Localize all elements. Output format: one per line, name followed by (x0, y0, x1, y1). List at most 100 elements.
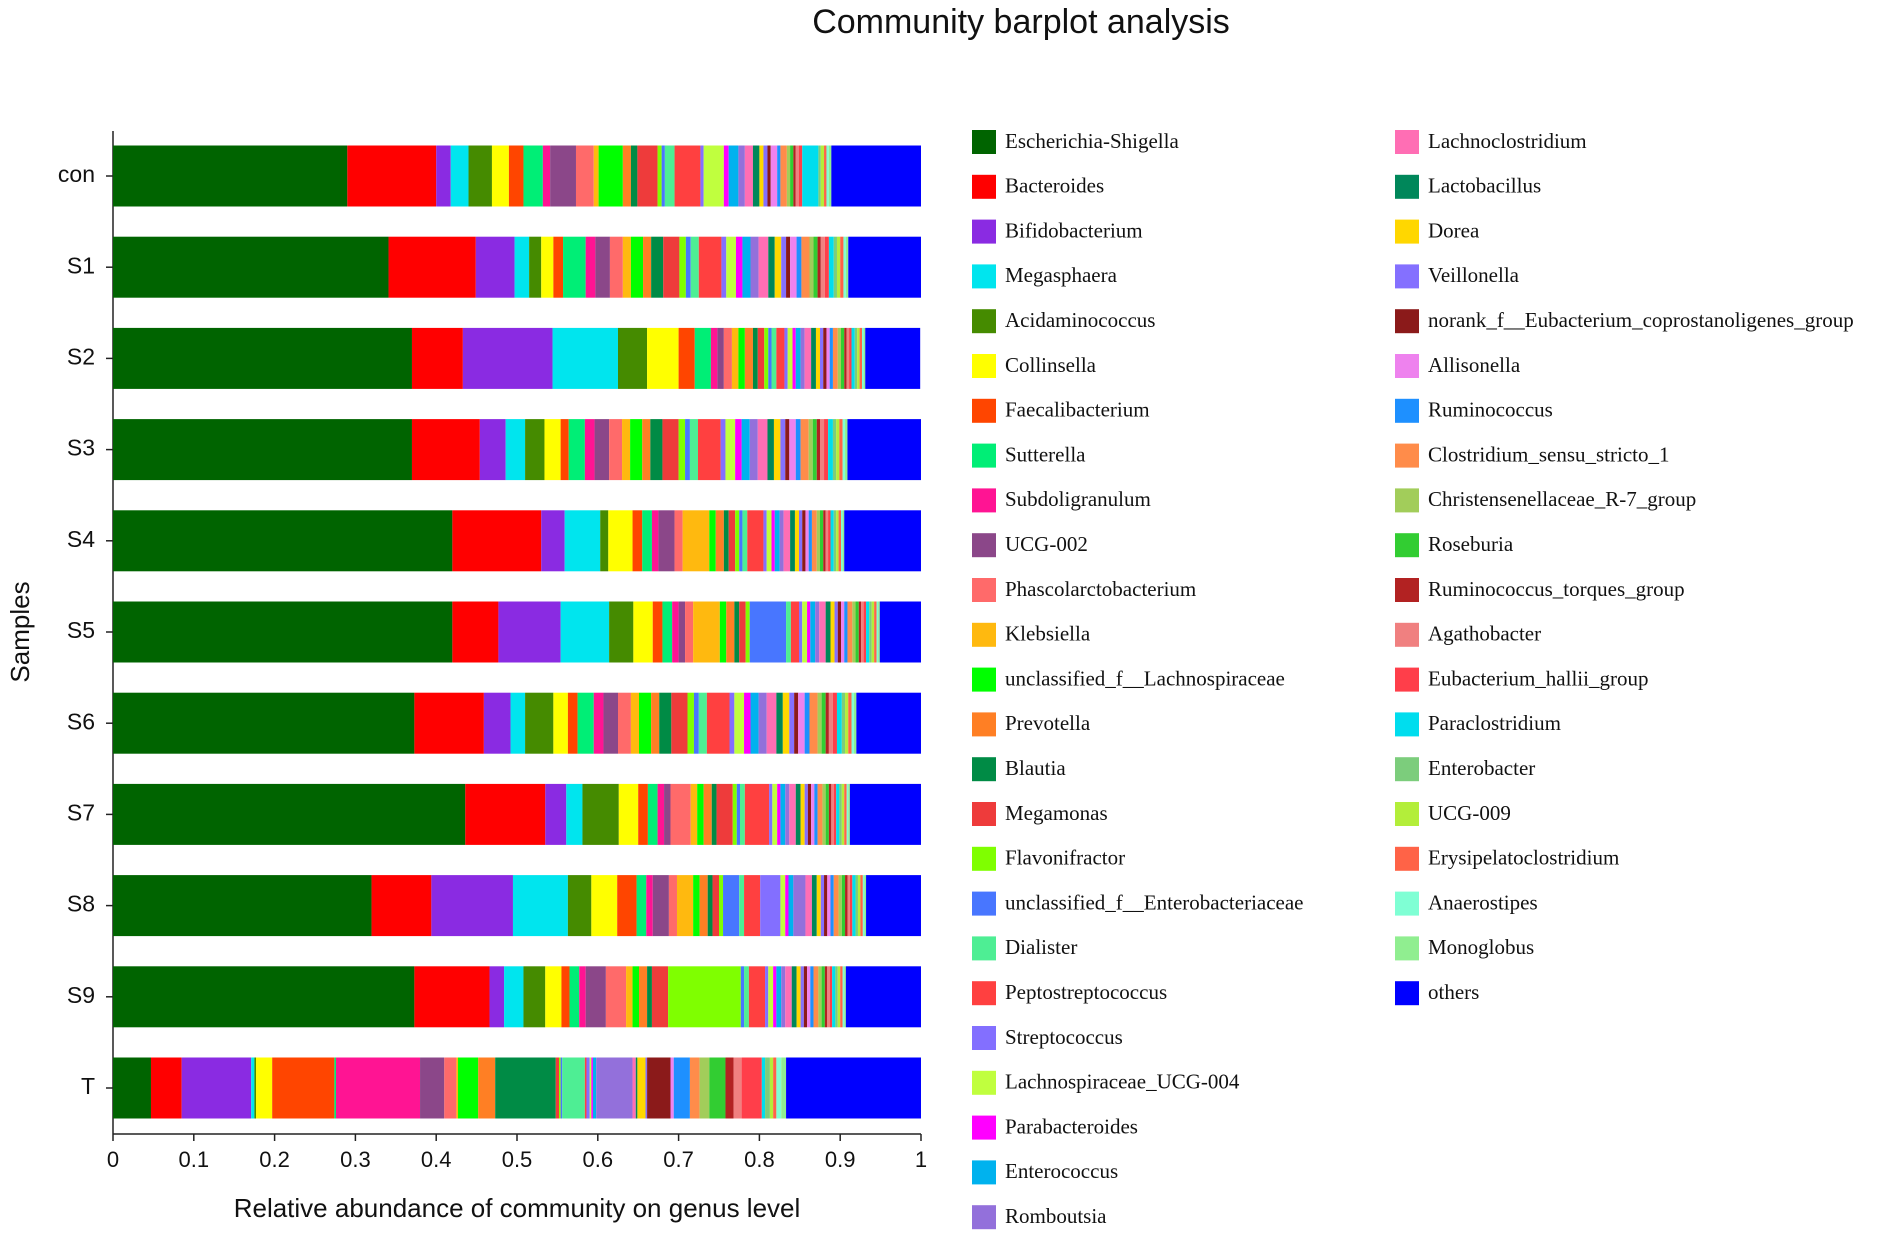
bar-segment (657, 783, 665, 845)
bar-segment (113, 327, 412, 389)
bar-segment (809, 236, 814, 298)
bar-segment (689, 1057, 700, 1119)
legend-label: Streptococcus (1005, 1025, 1123, 1049)
bar-segment (838, 510, 842, 572)
legend-swatch (972, 354, 996, 378)
bar-segment (651, 692, 660, 754)
bar-segment (575, 145, 594, 207)
legend-swatch (972, 891, 996, 916)
legend-label: Escherichia-Shigella (1005, 129, 1179, 153)
bar-segment (347, 145, 437, 207)
bar-segment (113, 510, 453, 572)
legend-swatch (972, 488, 996, 513)
legend-label: Phascolarctobacterium (1005, 577, 1196, 601)
bar-segment (828, 783, 832, 845)
legend-swatch (1395, 488, 1419, 513)
bar-segment (735, 419, 742, 481)
bar-segment (505, 419, 526, 481)
bar-segment (820, 145, 825, 207)
bar-segment (646, 875, 653, 937)
bar-segment (699, 1057, 710, 1119)
bar-segment (763, 510, 767, 572)
bar-segment (420, 1057, 445, 1119)
bar-segment (564, 510, 601, 572)
bar-segment (719, 875, 724, 937)
bar-segment (647, 966, 652, 1028)
legend-swatch (1395, 981, 1419, 1006)
bar-segment (560, 1057, 563, 1119)
bar-segment (798, 692, 805, 754)
bar-segment (498, 601, 561, 663)
bar-segment (833, 510, 837, 572)
x-tick-label: 0.4 (421, 1147, 452, 1172)
bar-segment (739, 601, 746, 663)
bar-segment (823, 510, 826, 572)
legend-label: UCG-009 (1428, 801, 1511, 825)
bar-segment (812, 419, 817, 481)
bar-segment (744, 692, 751, 754)
bar-segment (783, 510, 791, 572)
bar-segment (780, 145, 787, 207)
bar-segment (789, 783, 796, 845)
legend-label: Erysipelatoclostridium (1428, 846, 1619, 870)
bar-segment (642, 510, 652, 572)
bar-segment (844, 510, 921, 572)
bar-segment (777, 145, 781, 207)
bar-segment (788, 875, 794, 937)
bar-segment (830, 510, 834, 572)
legend-label: Clostridium_sensu_stricto_1 (1428, 442, 1670, 466)
bar-segment (739, 875, 745, 937)
bar-segment (567, 692, 578, 754)
bar-segment (811, 327, 816, 389)
legend-label: Bifidobacterium (1005, 218, 1143, 242)
bar-segment (768, 327, 772, 389)
bar-segment (821, 966, 825, 1028)
bar-segment (452, 510, 542, 572)
legend-swatch (1395, 443, 1419, 468)
bar-segment (748, 966, 766, 1028)
bar-segment (664, 145, 675, 207)
y-tick-label: S7 (67, 799, 95, 825)
legend-label: Anaerostipes (1428, 890, 1538, 914)
bar-segment (411, 419, 480, 481)
legend-label: Lachnospiraceae_UCG-004 (1005, 1070, 1240, 1094)
bar-segment (769, 783, 773, 845)
bar-segment (715, 510, 724, 572)
bar-segment (585, 236, 596, 298)
bar-segment (842, 966, 845, 1028)
bar-segment (618, 783, 639, 845)
bar-segment (483, 692, 511, 754)
bar-segment (802, 510, 806, 572)
bar-segment (813, 236, 818, 298)
legend-swatch (1395, 533, 1419, 558)
legend-swatch (1395, 757, 1419, 782)
bar-segment (638, 783, 648, 845)
bar-segment (791, 966, 797, 1028)
x-tick-label: 1 (915, 1147, 927, 1172)
bar-segment (803, 966, 808, 1028)
legend-label: Ruminococcus_torques_group (1428, 577, 1685, 601)
bar-segment (820, 419, 825, 481)
bar-segment (555, 1057, 560, 1119)
bar-segment (661, 145, 665, 207)
bar-segment (630, 145, 638, 207)
bar-segment (841, 875, 846, 937)
bar-segment (113, 601, 453, 663)
bar-segment (832, 419, 837, 481)
bar-segment (693, 601, 720, 663)
bar-segment (766, 692, 777, 754)
bar-segment (371, 875, 432, 937)
bar-segment (639, 966, 648, 1028)
bar-segment (703, 783, 712, 845)
bar-segment (845, 236, 849, 298)
bar-segment (550, 145, 576, 207)
bar-segment (741, 1057, 762, 1119)
legend-swatch (972, 936, 996, 961)
bar-segment (736, 783, 741, 845)
bar-segment (794, 510, 799, 572)
bar-segment (723, 510, 729, 572)
bar-segment (823, 327, 827, 389)
legend-label: Sutterella (1005, 442, 1086, 466)
bar-segment (865, 327, 921, 389)
bar-segment (818, 966, 822, 1028)
